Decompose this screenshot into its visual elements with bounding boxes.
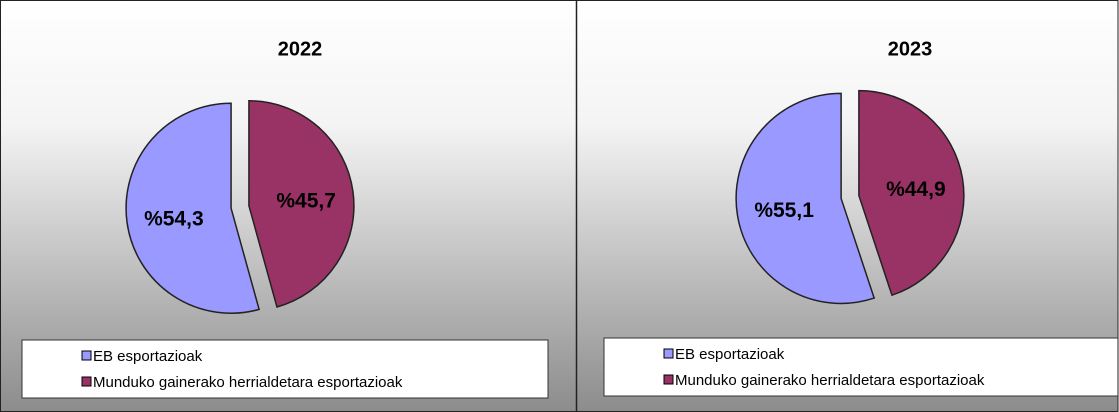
data-label: %44,9 bbox=[886, 178, 946, 201]
legend-box bbox=[21, 339, 549, 399]
legend-label: EB esportazioak bbox=[93, 348, 203, 365]
data-label: %55,1 bbox=[754, 199, 814, 222]
data-label: %54,3 bbox=[144, 208, 204, 231]
legend-label: Munduko gainerako herrialdetara esportaz… bbox=[675, 372, 985, 389]
legend-swatch bbox=[81, 376, 92, 387]
legend-swatch bbox=[81, 350, 92, 361]
chart-title: 2023 bbox=[888, 38, 933, 60]
pie-slice bbox=[735, 92, 876, 305]
legend-swatch bbox=[663, 348, 674, 359]
legend-label: EB esportazioak bbox=[675, 346, 785, 363]
chart-title: 2022 bbox=[278, 38, 323, 60]
data-label: %45,7 bbox=[276, 190, 336, 213]
pie-slice bbox=[858, 89, 965, 297]
legend-swatch bbox=[663, 374, 674, 385]
legend-label: Munduko gainerako herrialdetara esportaz… bbox=[93, 374, 403, 391]
pie-slice bbox=[125, 102, 261, 314]
pie-slice bbox=[248, 100, 355, 308]
